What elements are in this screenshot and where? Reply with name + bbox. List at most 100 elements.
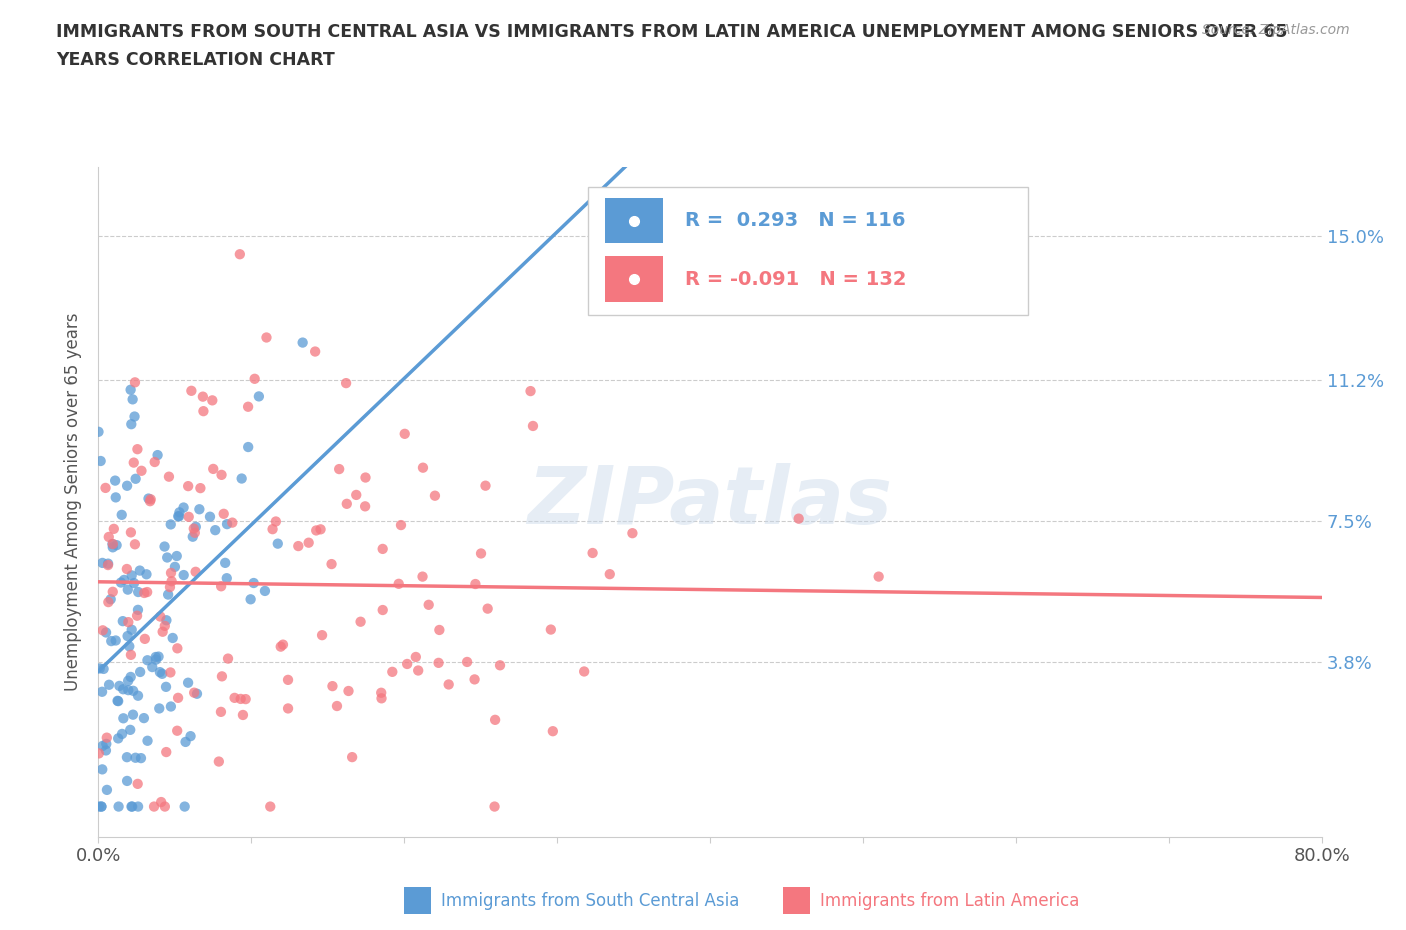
Point <box>87 424 110 439</box>
Point <box>90 799 112 814</box>
Point <box>162 631 184 645</box>
Point <box>305 523 328 538</box>
Point <box>121 392 143 406</box>
Point <box>96 730 118 745</box>
Point <box>122 707 145 722</box>
Point <box>224 690 246 705</box>
Point <box>160 574 183 589</box>
Point <box>599 566 621 581</box>
Point <box>423 488 446 503</box>
Point <box>90 454 112 469</box>
Point <box>198 510 221 525</box>
Point <box>89 661 111 676</box>
Point <box>163 560 186 575</box>
Point <box>236 399 259 414</box>
Point <box>136 585 159 600</box>
Point <box>159 579 181 594</box>
Point <box>173 567 195 582</box>
Point <box>127 603 149 618</box>
Point <box>229 692 252 707</box>
FancyBboxPatch shape <box>405 887 432 914</box>
Point <box>117 629 139 644</box>
Point <box>153 618 176 633</box>
Point <box>412 460 434 475</box>
Point <box>484 799 506 814</box>
Point <box>184 519 207 534</box>
Point <box>93 661 115 676</box>
Point <box>156 550 179 565</box>
Point <box>127 688 149 703</box>
Point <box>370 685 392 700</box>
Point <box>111 726 134 741</box>
Point <box>271 637 294 652</box>
Point <box>112 711 135 725</box>
Point <box>215 517 238 532</box>
Point <box>121 622 143 637</box>
Point <box>540 622 562 637</box>
Point <box>103 522 125 537</box>
Point <box>87 746 110 761</box>
Point <box>477 601 499 616</box>
Point <box>522 418 544 433</box>
Point <box>117 582 139 597</box>
Point <box>145 652 167 667</box>
Point <box>124 375 146 390</box>
Point <box>184 525 207 540</box>
Point <box>94 743 117 758</box>
Point <box>127 777 149 791</box>
Point <box>100 591 122 606</box>
Point <box>124 751 146 765</box>
Point <box>120 525 142 539</box>
Point <box>388 577 411 591</box>
Point <box>104 473 127 488</box>
Point <box>344 487 367 502</box>
Point <box>127 799 149 814</box>
Point <box>217 651 239 666</box>
Point <box>110 575 132 590</box>
Point <box>107 799 129 814</box>
Text: IMMIGRANTS FROM SOUTH CENTRAL ASIA VS IMMIGRANTS FROM LATIN AMERICA UNEMPLOYMENT: IMMIGRANTS FROM SOUTH CENTRAL ASIA VS IM… <box>56 23 1288 41</box>
Point <box>427 656 450 671</box>
Point <box>108 679 131 694</box>
Text: Immigrants from Latin America: Immigrants from Latin America <box>820 892 1080 910</box>
Point <box>143 455 166 470</box>
Point <box>371 541 394 556</box>
Point <box>264 514 287 529</box>
Point <box>141 659 163 674</box>
Point <box>136 734 159 749</box>
Point <box>298 536 321 551</box>
Point <box>202 461 225 476</box>
Point <box>129 751 152 765</box>
Point <box>193 404 215 418</box>
Point <box>117 673 139 688</box>
Point <box>159 665 181 680</box>
Point <box>122 576 145 591</box>
Point <box>136 653 159 668</box>
Point <box>155 745 177 760</box>
Y-axis label: Unemployment Among Seniors over 65 years: Unemployment Among Seniors over 65 years <box>65 313 83 691</box>
Point <box>120 647 142 662</box>
Point <box>186 686 208 701</box>
Point <box>231 472 253 486</box>
Point <box>120 417 142 432</box>
Point <box>134 586 156 601</box>
Point <box>239 591 262 606</box>
Point <box>215 571 238 586</box>
Point <box>211 669 233 684</box>
Point <box>91 762 114 777</box>
Point <box>107 694 129 709</box>
Point <box>153 539 176 554</box>
Point <box>124 537 146 551</box>
Point <box>868 569 890 584</box>
Point <box>381 664 404 679</box>
Point <box>464 577 486 591</box>
Point <box>166 724 188 738</box>
Point <box>489 658 512 672</box>
Point <box>105 538 128 552</box>
Point <box>396 657 419 671</box>
Point <box>91 623 114 638</box>
Point <box>201 392 224 407</box>
Point <box>581 546 603 561</box>
Point <box>155 680 177 695</box>
Point <box>117 683 139 698</box>
